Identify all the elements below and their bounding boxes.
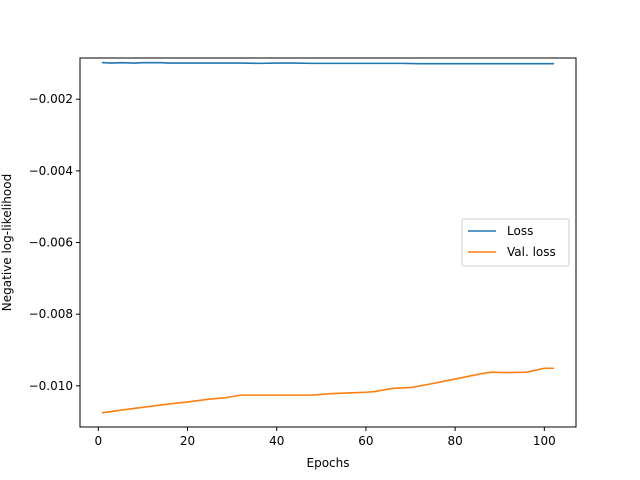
series-line-1 bbox=[101, 61, 555, 65]
x-tick-label: 20 bbox=[180, 434, 195, 448]
y-axis-ticks: −0.002 −0.004 −0.006 −0.008 −0.010 bbox=[29, 92, 80, 393]
legend: Loss Val. loss bbox=[461, 218, 570, 267]
x-tick-label: 80 bbox=[447, 434, 462, 448]
y-tick-label: −0.010 bbox=[29, 379, 73, 393]
x-tick-label: 60 bbox=[358, 434, 373, 448]
series-layer bbox=[101, 61, 555, 414]
x-tick-label: 40 bbox=[269, 434, 284, 448]
y-tick-label: −0.006 bbox=[29, 236, 73, 250]
y-axis-label: Negative log-likelihood bbox=[0, 174, 14, 311]
x-tick-label: 0 bbox=[94, 434, 102, 448]
x-tick-label: 100 bbox=[533, 434, 556, 448]
x-axis-label: Epochs bbox=[307, 456, 350, 470]
y-tick-label: −0.002 bbox=[29, 92, 73, 106]
legend-label-2: Val. loss bbox=[507, 245, 556, 259]
y-tick-label: −0.004 bbox=[29, 164, 73, 178]
y-tick-label: −0.008 bbox=[29, 307, 73, 321]
series-line-2 bbox=[101, 367, 555, 414]
x-axis-ticks: 0 20 40 60 80 100 bbox=[94, 427, 556, 448]
legend-label-1: Loss bbox=[507, 224, 533, 238]
